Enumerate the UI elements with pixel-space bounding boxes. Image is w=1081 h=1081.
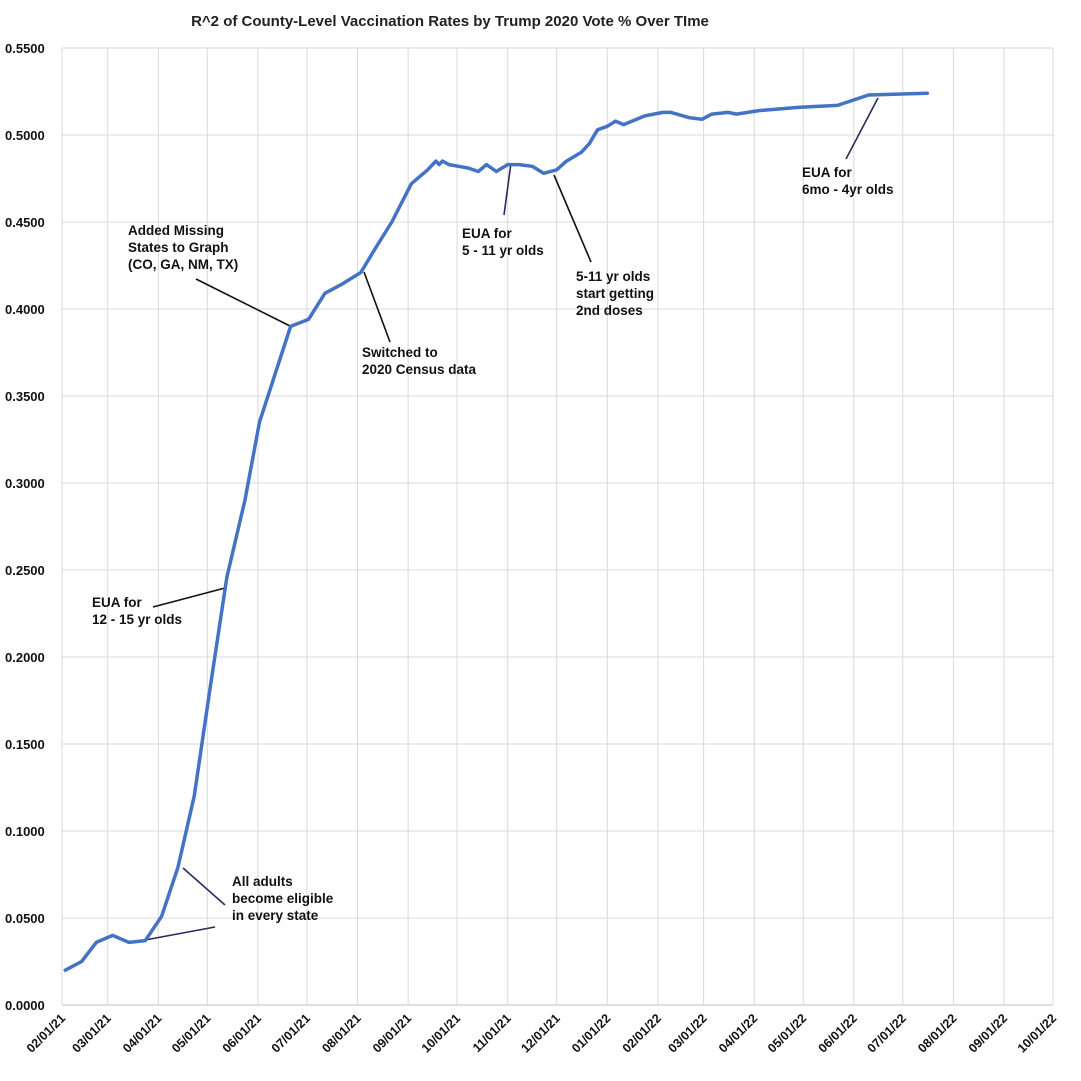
y-tick-label: 0.0500	[5, 911, 45, 926]
y-tick-label: 0.0000	[5, 998, 45, 1013]
annotation-leader-line	[845, 97, 879, 160]
x-axis: 02/01/21 03/01/21 04/01/21 05/01/21 06/01/21…	[24, 1011, 1059, 1055]
annotation-leader-line	[503, 162, 512, 216]
x-tick-label: 09/01/22	[966, 1011, 1010, 1055]
annotation-eua-12-15: EUA for 12 - 15 yr olds	[92, 594, 182, 628]
annotation-line: EUA for	[802, 165, 852, 180]
annotation-census-data: Switched to 2020 Census data	[362, 344, 476, 378]
x-tick-label: 10/01/22	[1015, 1011, 1059, 1055]
annotation-leader-line	[152, 587, 226, 608]
chart-title: R^2 of County-Level Vaccination Rates by…	[191, 13, 709, 30]
annotation-line: Switched to	[362, 345, 438, 360]
y-tick-label: 0.5000	[5, 128, 45, 143]
y-tick-label: 0.4500	[5, 215, 45, 230]
annotation-line: 5 - 11 yr olds	[462, 243, 544, 258]
annotation-leader-lines	[144, 97, 879, 941]
x-tick-label: 03/01/22	[665, 1011, 709, 1055]
annotation-added-missing-states: Added Missing States to Graph (CO, GA, N…	[128, 222, 238, 273]
x-tick-label: 12/01/21	[518, 1011, 562, 1055]
x-tick-label: 01/01/22	[569, 1011, 613, 1055]
x-tick-label: 08/01/22	[915, 1011, 959, 1055]
annotation-line: 12 - 15 yr olds	[92, 612, 183, 627]
annotation-line: EUA for	[92, 595, 142, 610]
y-tick-label: 0.2500	[5, 563, 45, 578]
x-tick-label: 07/01/21	[269, 1011, 313, 1055]
annotation-line: 5-11 yr olds	[576, 269, 651, 284]
y-tick-label: 0.5500	[5, 41, 45, 56]
y-tick-label: 0.2000	[5, 650, 45, 665]
annotation-line: All adults	[232, 874, 293, 889]
x-tick-label: 05/01/21	[169, 1011, 213, 1055]
x-tick-label: 04/01/22	[716, 1011, 760, 1055]
annotation-line: 6mo - 4yr olds	[802, 182, 894, 197]
annotation-line: become eligible	[232, 891, 334, 906]
x-tick-label: 03/01/21	[70, 1011, 114, 1055]
x-tick-label: 11/01/21	[470, 1011, 514, 1055]
series	[63, 91, 930, 972]
x-tick-label: 06/01/22	[816, 1011, 860, 1055]
y-tick-label: 0.3500	[5, 389, 45, 404]
annotation-line: 2020 Census data	[362, 362, 477, 377]
annotation-leader-line	[363, 271, 391, 343]
x-tick-label: 10/01/21	[419, 1011, 463, 1055]
x-tick-label: 06/01/21	[220, 1011, 264, 1055]
annotation-line: States to Graph	[128, 240, 229, 255]
y-tick-label: 0.3000	[5, 476, 45, 491]
x-tick-label: 05/01/22	[765, 1011, 809, 1055]
annotation-leader-line	[195, 278, 293, 328]
annotation-leader-line	[144, 926, 216, 941]
x-tick-label: 08/01/21	[319, 1011, 363, 1055]
x-tick-label: 07/01/22	[865, 1011, 909, 1055]
annotation-line: 2nd doses	[576, 303, 643, 318]
annotation-line: start getting	[576, 286, 655, 301]
annotation-line: Added Missing	[128, 223, 225, 238]
annotation-leader-line	[182, 867, 226, 906]
annotation-leader-line	[553, 174, 592, 263]
series-line	[63, 91, 930, 972]
annotation-line: in every state	[232, 908, 319, 923]
x-tick-label: 02/01/22	[620, 1011, 664, 1055]
x-tick-label: 09/01/21	[370, 1011, 414, 1055]
x-tick-label: 02/01/21	[24, 1011, 68, 1055]
annotation-second-doses: 5-11 yr olds start getting 2nd doses	[576, 268, 654, 319]
annotation-line: EUA for	[462, 226, 512, 241]
gridlines	[61, 47, 1054, 1006]
y-axis: 0.0000 0.0500 0.1000 0.1500 0.2000 0.2500 0.30…	[5, 41, 45, 1013]
annotation-all-adults-eligible: All adults become eligible in every stat…	[232, 873, 333, 924]
annotation-eua-6mo-4yr: EUA for 6mo - 4yr olds	[802, 164, 894, 198]
y-tick-label: 0.4000	[5, 302, 45, 317]
y-tick-label: 0.1500	[5, 737, 45, 752]
x-tick-label: 04/01/21	[120, 1011, 164, 1055]
annotation-eua-5-11: EUA for 5 - 11 yr olds	[462, 225, 544, 259]
y-tick-label: 0.1000	[5, 824, 45, 839]
annotation-line: (CO, GA, NM, TX)	[128, 257, 239, 272]
